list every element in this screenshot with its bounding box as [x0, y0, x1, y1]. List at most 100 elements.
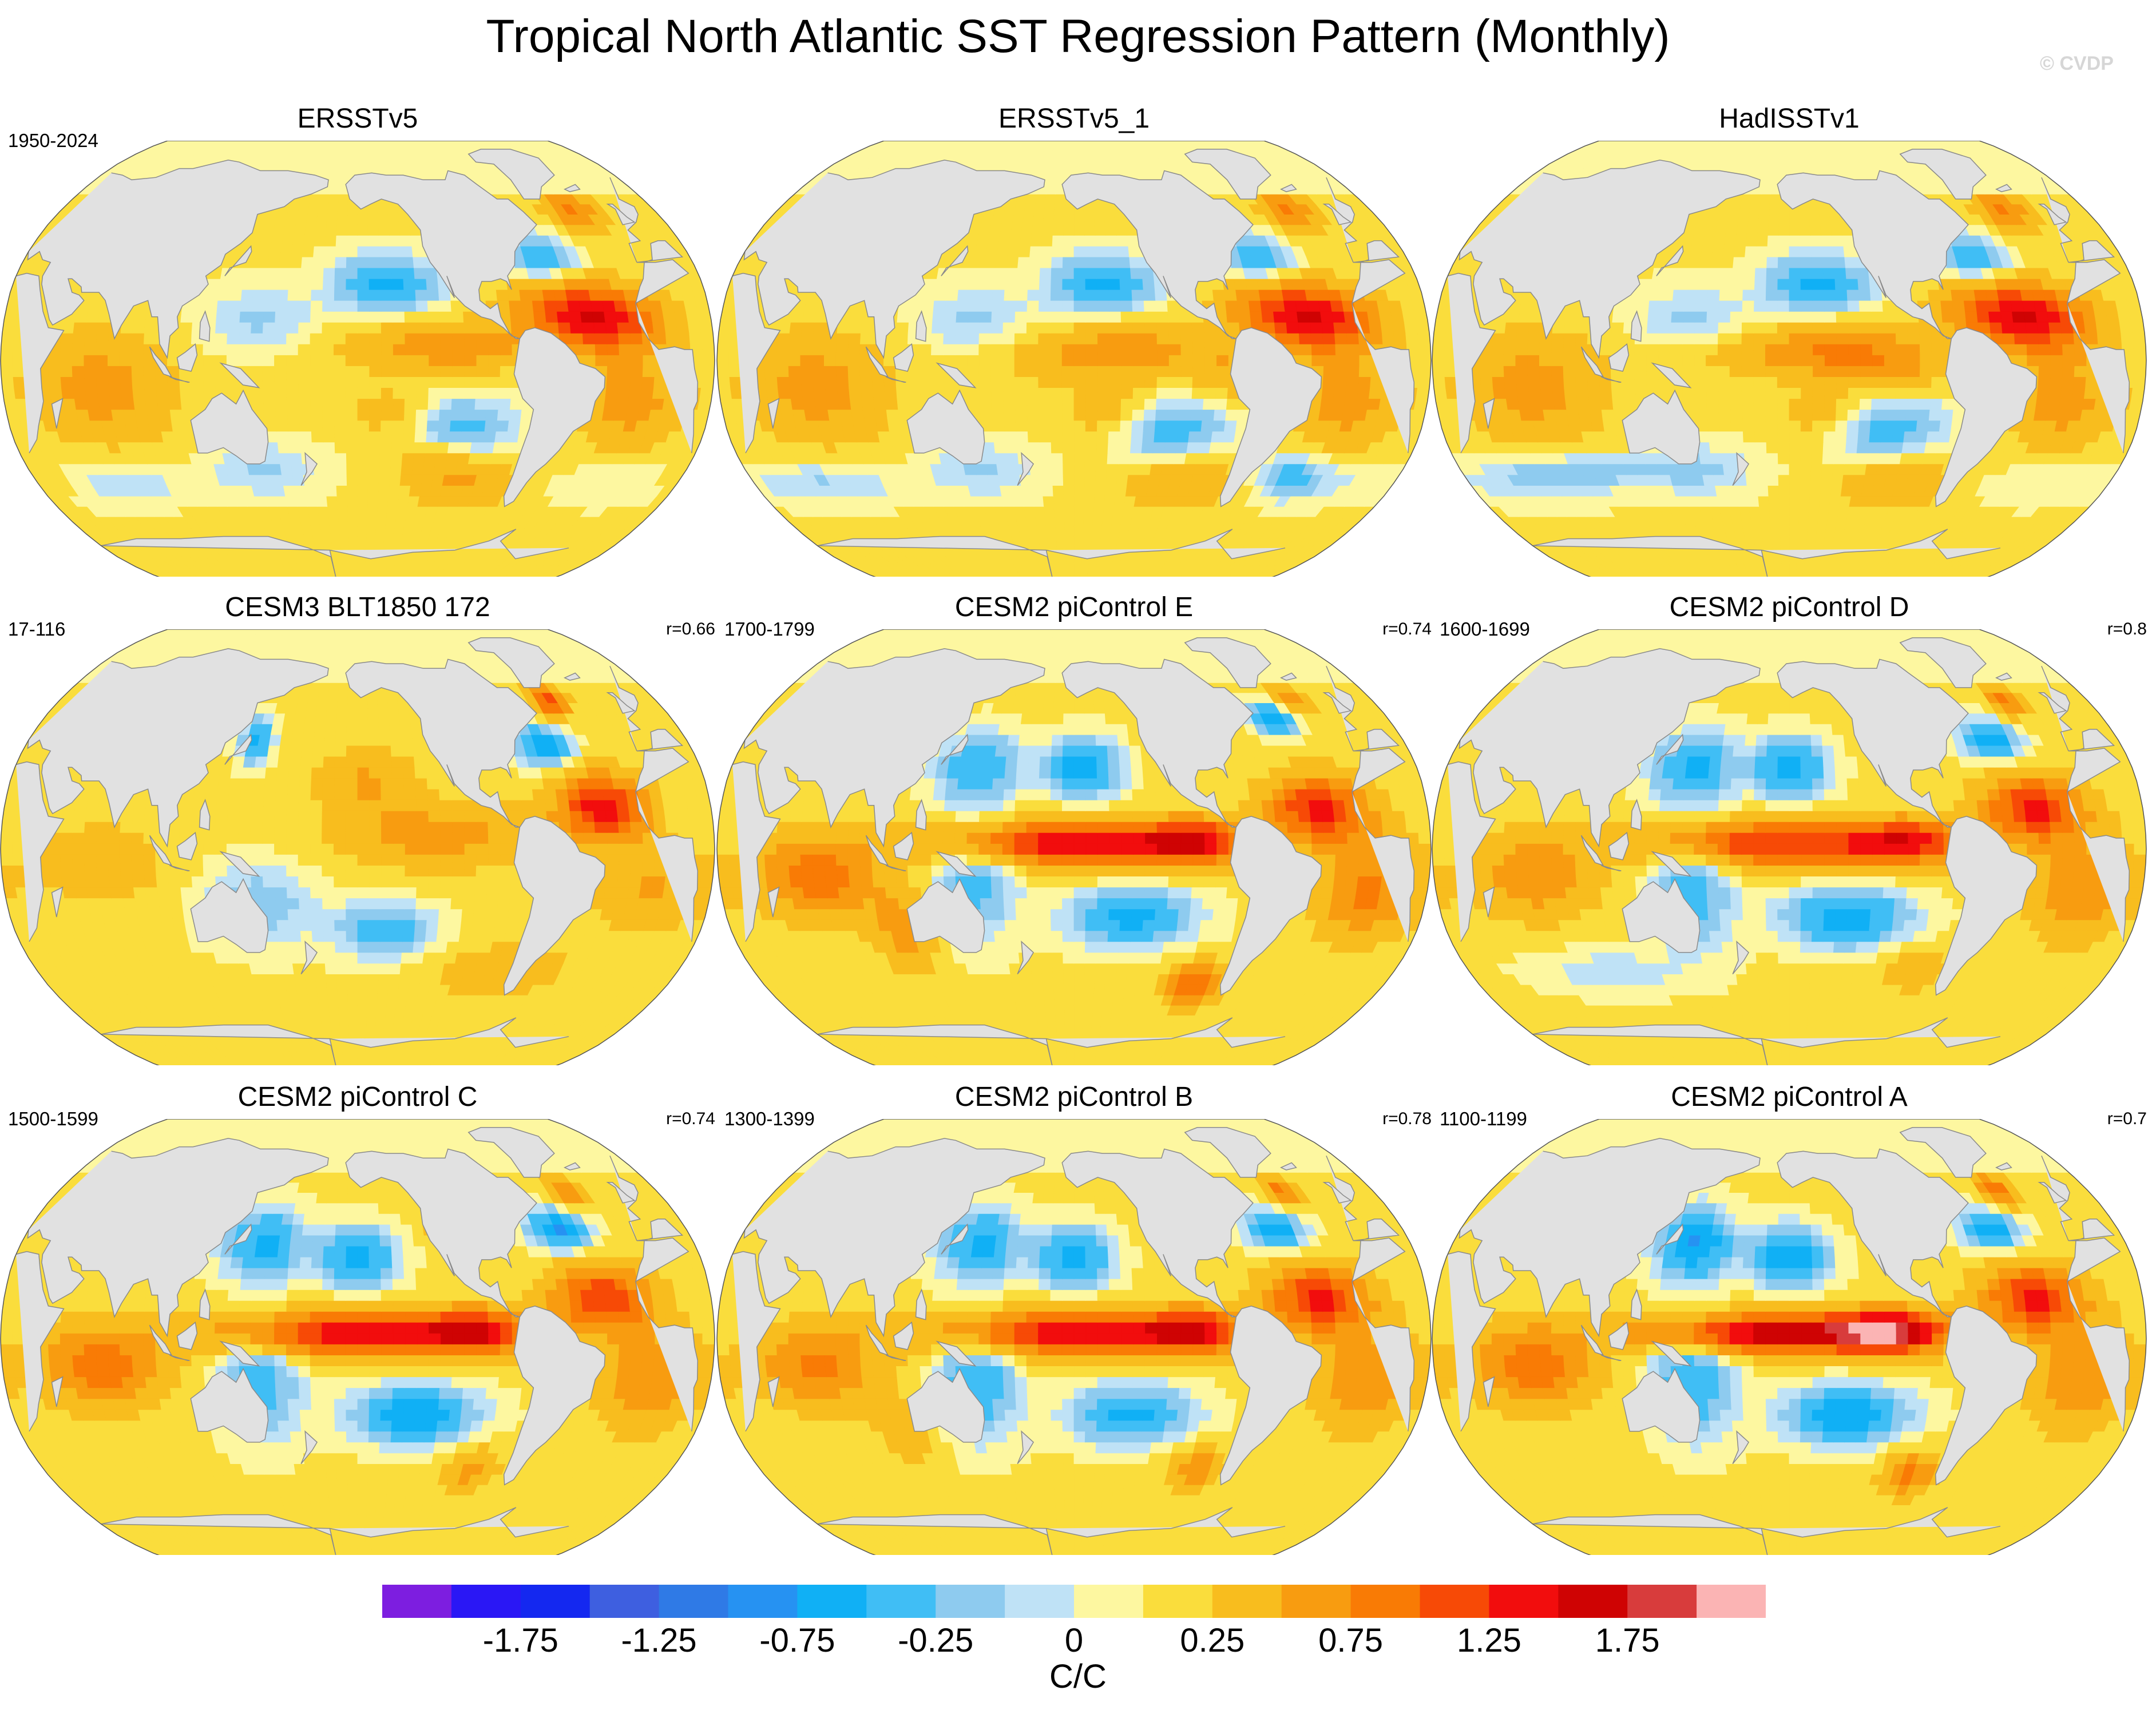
land-mass	[503, 1306, 606, 1486]
land-mass	[1995, 672, 2012, 681]
sst-anomaly-field	[1, 629, 715, 1065]
land-mass	[885, 1354, 906, 1361]
land-mass	[1899, 1127, 1987, 1178]
sst-anomaly-field	[717, 629, 1431, 1065]
panel-period: 1950-2024	[8, 129, 98, 152]
land-mass	[1630, 799, 1642, 831]
land-mass	[169, 1354, 190, 1361]
land-mass	[1061, 170, 1254, 339]
land-mass	[1322, 204, 1352, 225]
panel-period: 1700-1799	[724, 618, 815, 641]
land-mass	[345, 658, 537, 828]
land-mass	[1600, 376, 1622, 383]
land-mass	[1600, 1354, 1622, 1361]
land-mass	[1459, 648, 2115, 848]
colorbar-swatch	[451, 1585, 521, 1618]
land-mass	[936, 1340, 977, 1367]
land-mass	[176, 343, 198, 372]
land-mass	[936, 362, 977, 388]
land-mass	[1651, 362, 1692, 388]
colorbar-tick: -0.25	[898, 1622, 973, 1659]
land-mass	[1732, 1430, 1750, 1465]
land-mass	[345, 1148, 537, 1318]
land-mass	[1280, 672, 1297, 681]
colorbar-swatch	[1489, 1585, 1559, 1618]
land-mass	[1184, 637, 1271, 688]
land-mass	[1608, 343, 1630, 372]
land-mass	[1322, 1182, 1352, 1204]
land-mass	[300, 941, 318, 975]
panel-title: CESM2 piControl D	[1432, 590, 2147, 625]
colorbar-swatch	[728, 1585, 798, 1618]
map-panel: HadISSTv1	[1432, 102, 2147, 577]
colorbar-swatch	[1005, 1585, 1075, 1618]
land-mass	[941, 733, 969, 765]
land-mass	[1899, 149, 1987, 200]
colorbar-tick: -0.75	[759, 1622, 835, 1659]
land-mass	[27, 648, 684, 848]
panel-correlation: r=0.8	[2107, 618, 2147, 641]
sst-anomaly-field	[1432, 141, 2146, 577]
colorbar-swatch	[1281, 1585, 1352, 1618]
land-mass	[2038, 692, 2067, 714]
land-mass	[1651, 1340, 1692, 1367]
land-mass	[1651, 851, 1692, 877]
land-mass	[915, 310, 927, 342]
land-mass	[101, 1017, 569, 1065]
land-mass	[767, 398, 780, 429]
colorbar-swatch	[866, 1585, 936, 1618]
colorbar-swatch	[1697, 1585, 1766, 1618]
map-panel: CESM2 piControl A 1100-1199 r=0.7	[1432, 1080, 2147, 1555]
land-mass	[743, 648, 1400, 848]
colorbar-tick: 0	[1065, 1622, 1083, 1659]
land-mass	[1656, 733, 1684, 765]
land-mass	[767, 886, 780, 918]
land-mass	[732, 259, 1415, 454]
land-mass	[1219, 327, 1322, 507]
land-mass	[1935, 816, 2038, 996]
land-mass	[1608, 1322, 1630, 1350]
colorbar	[382, 1585, 1766, 1618]
land-mass	[190, 878, 269, 953]
colorbar-tick-labels: -1.75 -1.25 -0.75 -0.25 0 0.25 0.75 1.25 1.75	[382, 1622, 1766, 1659]
colorbar-swatch	[382, 1585, 452, 1618]
sst-regression-map	[0, 1119, 715, 1555]
land-mass	[149, 835, 173, 866]
land-mass	[906, 878, 985, 953]
land-mass	[564, 672, 581, 681]
panel-title: CESM2 piControl A	[1432, 1080, 2147, 1114]
land-mass	[893, 343, 914, 372]
land-mass	[1322, 692, 1352, 714]
land-mass	[176, 1322, 198, 1350]
land-mass	[564, 184, 581, 192]
land-mass	[606, 204, 636, 225]
colorbar-swatch	[1558, 1585, 1628, 1618]
land-mass	[1777, 658, 1969, 828]
land-mass	[1622, 1367, 1701, 1443]
land-mass	[865, 1324, 889, 1356]
land-mass	[1935, 1306, 2038, 1486]
land-mass	[1622, 389, 1701, 465]
land-mass	[906, 389, 985, 465]
colorbar-unit-label: C/C	[0, 1658, 2156, 1696]
map-panel: CESM2 piControl E 1700-1799 r=0.74	[716, 590, 1432, 1065]
sst-regression-map	[1432, 1119, 2147, 1555]
colorbar-swatch	[520, 1585, 590, 1618]
land-mass	[732, 748, 1415, 942]
map-outline	[0, 141, 715, 577]
map-panel: CESM3 BLT1850 172 17-116 r=0.66	[0, 590, 715, 1065]
land-mass	[1219, 1306, 1322, 1486]
colorbar-swatch	[1420, 1585, 1489, 1618]
land-mass	[1630, 1288, 1642, 1320]
panel-title: ERSSTv5	[0, 102, 715, 136]
land-mass	[743, 1138, 1400, 1338]
land-mass	[1184, 1127, 1271, 1178]
colorbar-swatch	[1627, 1585, 1697, 1618]
land-mass	[101, 529, 569, 577]
land-mass	[503, 816, 606, 996]
land-mass	[1622, 878, 1701, 953]
panel-period: 1300-1399	[724, 1108, 815, 1130]
land-mass	[606, 692, 636, 714]
sst-anomaly-field	[717, 141, 1431, 577]
map-panel: CESM2 piControl B 1300-1399 r=0.78	[716, 1080, 1432, 1555]
